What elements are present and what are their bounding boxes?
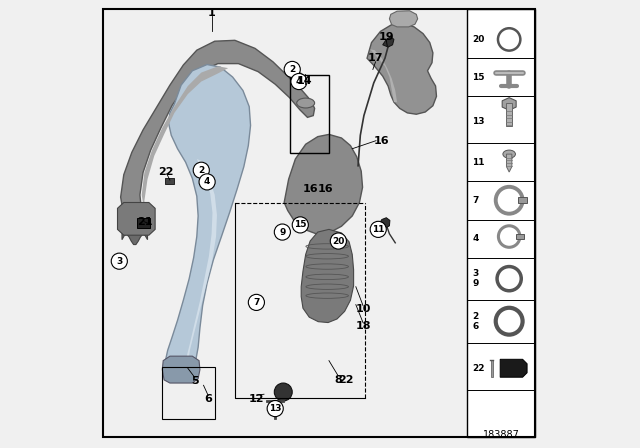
Circle shape	[275, 383, 292, 401]
Polygon shape	[500, 359, 527, 377]
Polygon shape	[122, 210, 148, 245]
Text: 20: 20	[472, 35, 484, 44]
Polygon shape	[165, 65, 251, 376]
Text: 4: 4	[472, 234, 479, 243]
Text: 2: 2	[289, 65, 295, 74]
Polygon shape	[163, 356, 200, 383]
Polygon shape	[367, 23, 436, 114]
Ellipse shape	[291, 72, 303, 80]
Text: 14: 14	[297, 76, 312, 86]
Circle shape	[370, 221, 387, 237]
Bar	[492, 360, 493, 377]
Text: 9: 9	[279, 228, 285, 237]
Polygon shape	[506, 154, 512, 172]
Text: 183887: 183887	[483, 430, 520, 440]
Bar	[165, 178, 173, 184]
Text: 8: 8	[334, 375, 342, 385]
Text: 6: 6	[204, 394, 212, 404]
Text: 15: 15	[294, 220, 307, 229]
Polygon shape	[186, 159, 217, 371]
Text: 22: 22	[157, 167, 173, 177]
Polygon shape	[389, 11, 418, 27]
Polygon shape	[301, 229, 353, 323]
Bar	[163, 367, 215, 419]
Circle shape	[275, 224, 291, 240]
Text: 15: 15	[472, 73, 485, 82]
Polygon shape	[379, 218, 390, 228]
Bar	[467, 9, 535, 437]
Polygon shape	[284, 134, 362, 234]
Polygon shape	[121, 40, 315, 225]
Circle shape	[193, 162, 209, 178]
Polygon shape	[141, 66, 228, 215]
Polygon shape	[370, 49, 397, 102]
Text: 19: 19	[378, 32, 394, 42]
Text: 2: 2	[198, 166, 204, 175]
Text: 1: 1	[208, 8, 216, 17]
Circle shape	[330, 233, 346, 249]
Circle shape	[111, 253, 127, 269]
Text: 11: 11	[472, 158, 485, 167]
Bar	[137, 218, 150, 228]
Text: 12: 12	[248, 394, 264, 404]
Text: 22: 22	[472, 364, 485, 373]
Text: 3: 3	[116, 257, 122, 266]
Circle shape	[199, 174, 215, 190]
Bar	[516, 234, 524, 239]
Text: 13: 13	[269, 404, 282, 413]
Bar	[506, 103, 512, 126]
Circle shape	[284, 61, 300, 78]
Text: 10: 10	[355, 304, 371, 314]
Text: 17: 17	[368, 53, 383, 63]
Text: 4: 4	[204, 177, 211, 186]
Text: 4: 4	[296, 77, 302, 86]
Text: 5: 5	[191, 376, 198, 386]
Circle shape	[291, 73, 307, 90]
Text: 2
6: 2 6	[472, 311, 479, 331]
Polygon shape	[383, 37, 394, 47]
Circle shape	[267, 401, 284, 417]
Text: 16: 16	[318, 184, 333, 194]
Text: 22: 22	[338, 375, 354, 385]
Circle shape	[248, 294, 264, 310]
Text: 16: 16	[302, 184, 318, 194]
Text: 7: 7	[253, 298, 260, 307]
Text: 18: 18	[355, 321, 371, 331]
Polygon shape	[118, 202, 155, 235]
Bar	[289, 75, 329, 153]
Text: 13: 13	[472, 117, 485, 126]
Text: 21: 21	[136, 217, 152, 227]
Ellipse shape	[297, 98, 315, 108]
Bar	[518, 197, 527, 203]
Ellipse shape	[503, 150, 515, 158]
Polygon shape	[502, 98, 516, 110]
Text: 16: 16	[374, 136, 390, 146]
Text: 20: 20	[332, 237, 344, 246]
Text: 7: 7	[472, 196, 479, 205]
Text: 3
9: 3 9	[472, 269, 479, 289]
Circle shape	[292, 217, 308, 233]
Text: 11: 11	[372, 225, 385, 234]
